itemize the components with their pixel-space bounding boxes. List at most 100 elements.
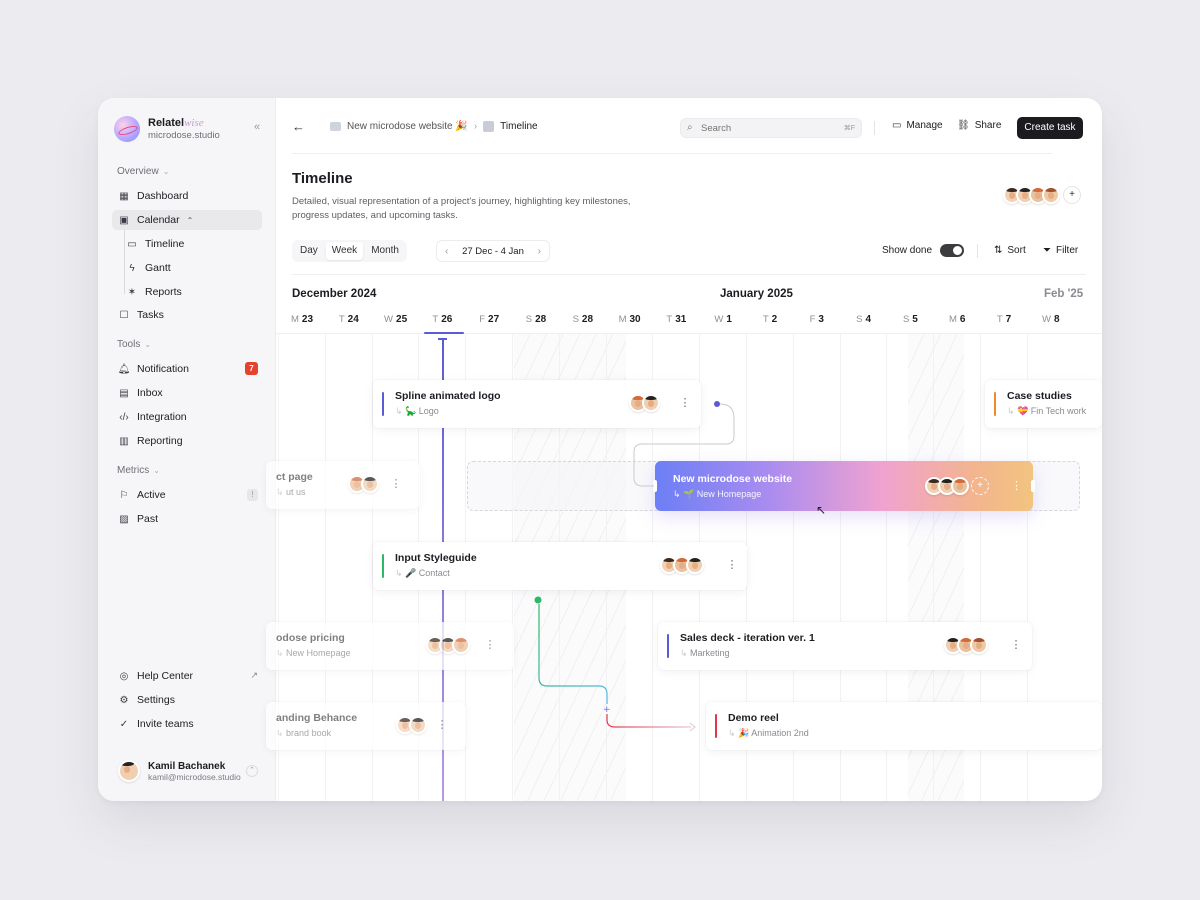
task-card[interactable]: Demo reel 🎉 Animation 2nd <box>706 702 1102 750</box>
day-header[interactable]: T 31 <box>654 314 698 325</box>
inbox-icon: ▤ <box>119 387 129 399</box>
sidebar-item-gantt[interactable]: ϟ Gantt <box>120 258 260 278</box>
day-header[interactable]: T 26 <box>420 314 464 325</box>
task-card[interactable]: Spline animated logo 🦕 Logo ⋮ <box>373 380 701 428</box>
back-arrow-icon[interactable]: ← <box>292 119 305 134</box>
task-title: ct page <box>276 471 313 483</box>
weekday-label: T <box>996 314 1003 325</box>
search-input[interactable] <box>701 121 831 135</box>
search-box[interactable]: ⌕ ⌘F <box>680 118 862 138</box>
section-tools[interactable]: Tools ⌄ <box>117 339 152 350</box>
chevron-right-icon[interactable]: › <box>537 245 541 257</box>
show-done-toggle[interactable] <box>940 244 965 257</box>
mouse-cursor: ↖ <box>816 503 827 517</box>
section-overview[interactable]: Overview ⌄ <box>117 166 170 177</box>
more-icon[interactable]: ⋮ <box>679 397 691 409</box>
folder-icon <box>330 122 341 131</box>
sidebar-item-settings[interactable]: ⚙ Settings <box>119 694 175 706</box>
resize-handle-left[interactable] <box>653 480 657 492</box>
create-task-button[interactable]: Create task <box>1017 117 1083 139</box>
sidebar-item-timeline[interactable]: ▭ Timeline <box>127 238 185 250</box>
day-number: 24 <box>347 314 359 325</box>
day-header[interactable]: M 30 <box>608 314 652 325</box>
sidebar-item-help-center[interactable]: ◎ Help Center ↗ <box>119 670 258 682</box>
day-header[interactable]: M 23 <box>280 314 324 325</box>
day-header[interactable]: T 24 <box>327 314 371 325</box>
sort-button[interactable]: ⇅ Sort <box>994 245 1026 256</box>
sidebar-item-reporting[interactable]: ▥ Reporting <box>119 435 183 447</box>
resize-handle-right[interactable] <box>1031 480 1035 492</box>
view-month[interactable]: Month <box>371 245 399 256</box>
breadcrumb-project[interactable]: New microdose website 🎉 <box>347 121 468 132</box>
day-header[interactable]: S 28 <box>514 314 558 325</box>
sidebar-item-invite-teams[interactable]: ✓ Invite teams <box>119 718 194 730</box>
day-number: 23 <box>301 314 314 325</box>
add-assignee-button[interactable]: + <box>971 477 989 495</box>
day-header[interactable]: W 25 <box>374 314 418 325</box>
collapse-sidebar-icon[interactable]: « <box>253 121 261 133</box>
breadcrumb-current: Timeline <box>500 121 538 132</box>
task-card[interactable]: Input Styleguide 🎤 Contact ⋮ <box>373 542 747 590</box>
manage-button[interactable]: ▭ Manage <box>892 120 943 131</box>
share-button[interactable]: ⛓ Share <box>957 120 1002 131</box>
workspace-switcher[interactable]: Relatelwise microdose.studio <box>114 116 264 142</box>
expand-icon[interactable]: ⌃ <box>246 765 258 777</box>
task-card[interactable]: Case studies 💝 Fin Tech work <box>985 380 1102 428</box>
day-number: 8 <box>1054 314 1060 325</box>
sidebar-item-inbox[interactable]: ▤ Inbox <box>119 387 163 399</box>
task-card[interactable]: odose pricing New Homepage ⋮ <box>266 622 514 670</box>
task-title: Spline animated logo <box>395 390 501 402</box>
chevron-left-icon[interactable]: ‹ <box>445 245 449 257</box>
sidebar-item-reports[interactable]: ✶ Reports <box>127 286 182 298</box>
team-avatars[interactable]: + <box>1003 186 1081 204</box>
sidebar-item-integration[interactable]: ‹/› Integration <box>119 411 187 423</box>
more-icon[interactable]: ⋮ <box>436 719 448 731</box>
task-subtitle: New Homepage <box>276 648 351 659</box>
sparkle-icon: ✶ <box>127 286 137 298</box>
day-header[interactable]: S 28 <box>561 314 605 325</box>
sidebar-item-dashboard[interactable]: ▦ Dashboard <box>119 190 189 202</box>
task-title: Sales deck - iteration ver. 1 <box>680 632 815 644</box>
date-range[interactable]: 27 Dec - 4 Jan <box>462 245 524 257</box>
task-card[interactable]: Sales deck - iteration ver. 1 Marketing … <box>658 622 1032 670</box>
weekday-label: S <box>902 314 910 325</box>
filter-button[interactable]: ⏷ Filter <box>1043 245 1079 256</box>
day-number: 31 <box>675 314 687 325</box>
more-icon[interactable]: ⋮ <box>1011 480 1022 492</box>
check-circle-icon: ✓ <box>119 718 129 730</box>
task-card[interactable]: ct page ut us ⋮ <box>266 461 420 509</box>
sidebar-item-calendar[interactable]: ▣ Calendar ⌃ <box>112 210 262 230</box>
more-icon[interactable]: ⋮ <box>726 559 738 571</box>
add-member-button[interactable]: + <box>1063 186 1081 204</box>
sidebar-item-notification[interactable]: 🔔︎ Notification 7 <box>112 359 262 379</box>
weekday-label: F <box>809 314 816 325</box>
avatar <box>951 477 969 495</box>
day-number: 7 <box>1005 314 1012 325</box>
more-icon[interactable]: ⋮ <box>1010 639 1022 651</box>
month-label: Feb '25 <box>1044 288 1084 300</box>
user-profile[interactable]: Kamil Bachanek kamil@microdose.studio ⌃ <box>112 753 262 789</box>
task-card[interactable]: anding Behance brand book ⋮ <box>266 702 466 750</box>
task-card-featured[interactable]: New microdose website 🌱 New Homepage + ⋮ <box>653 461 1035 511</box>
sidebar-item-tasks[interactable]: ☐ Tasks <box>119 309 164 321</box>
page-description: Detailed, visual representation of a pro… <box>292 196 631 221</box>
grid-column-line <box>980 334 981 801</box>
sidebar-item-active[interactable]: ⚐ Active! <box>112 485 262 505</box>
section-metrics[interactable]: Metrics ⌄ <box>117 465 160 476</box>
more-icon[interactable]: ⋮ <box>484 639 496 651</box>
more-icon[interactable]: ⋮ <box>390 478 402 490</box>
weekday-label: S <box>525 314 533 325</box>
day-header[interactable]: F 27 <box>467 314 511 325</box>
sidebar-item-past[interactable]: ▨ Past <box>119 513 159 525</box>
active-badge: ! <box>247 489 258 501</box>
view-week[interactable]: Week <box>325 242 364 260</box>
view-day[interactable]: Day <box>300 245 318 256</box>
